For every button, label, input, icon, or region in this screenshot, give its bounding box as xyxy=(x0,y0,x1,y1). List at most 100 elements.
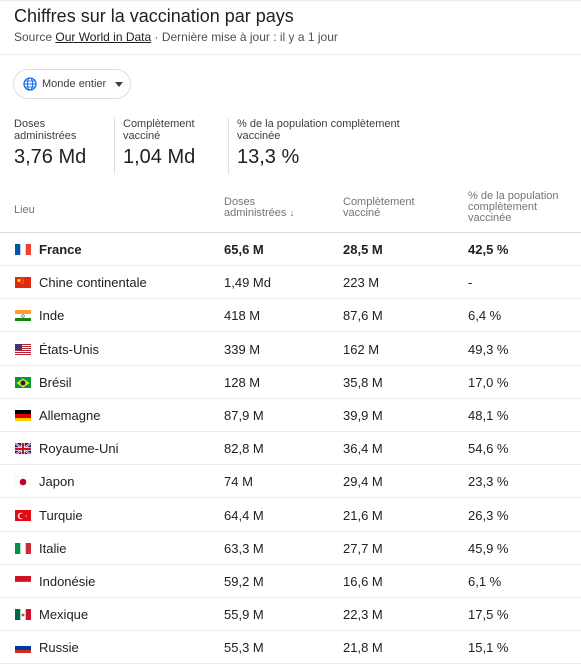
sort-down-icon: ↓ xyxy=(289,208,295,219)
flag-de-icon xyxy=(15,409,31,421)
row-divider xyxy=(0,497,581,499)
flag-id-icon xyxy=(15,575,31,587)
full-vaccinated-value: 223 M xyxy=(343,275,380,291)
table-row[interactable]: Allemagne 87,9 M 39,9 M 48,1 % xyxy=(0,399,581,432)
doses-value: 418 M xyxy=(224,308,261,324)
stat-doses-label: Doses administrées xyxy=(14,118,77,142)
page-title: Chiffres sur la vaccination par pays xyxy=(14,6,294,26)
row-divider xyxy=(0,431,581,432)
country-name: France xyxy=(39,242,82,257)
full-vaccinated-value: 21,8 M xyxy=(343,640,383,656)
update-text: · Dernière mise à jour : il y a 1 jour xyxy=(151,30,338,44)
flag-jp-icon xyxy=(15,475,31,488)
table-row[interactable]: Japon 74 M 29,4 M 23,3 % xyxy=(0,465,581,499)
table-row[interactable]: Italie 63,3 M 27,7 M 45,9 % xyxy=(0,532,581,565)
source-link[interactable]: Our World in Data xyxy=(55,30,152,44)
percent-value: 6,1 % xyxy=(468,574,502,589)
percent-value: 23,3 % xyxy=(468,474,509,490)
stat-doses-value: 3,76 Md xyxy=(14,146,87,168)
percent-value: 54,6 % xyxy=(468,441,509,457)
country-name: Italie xyxy=(39,540,67,556)
doses-value: 59,2 M xyxy=(224,574,264,589)
row-divider xyxy=(0,298,581,300)
row-divider xyxy=(0,464,581,466)
stat-pct-value: 13,3 % xyxy=(237,146,300,168)
country-name: Russie xyxy=(39,640,79,656)
country-name: Indonésie xyxy=(39,574,96,589)
full-vaccinated-value: 36,4 M xyxy=(343,441,383,457)
row-divider xyxy=(0,597,581,598)
source-line: Source Our World in Data · Dernière mise… xyxy=(14,30,338,44)
country-name: Royaume-Uni xyxy=(39,441,119,457)
full-vaccinated-value: 35,8 M xyxy=(343,374,383,390)
country-name: Inde xyxy=(39,308,65,324)
column-header-pct[interactable]: % de la population complètement vaccinée xyxy=(468,190,559,224)
doses-value: 64,4 M xyxy=(224,507,264,523)
table-row[interactable]: Russie 55,3 M 21,8 M 15,1 % xyxy=(0,631,581,665)
full-vaccinated-value: 28,5 M xyxy=(343,242,383,257)
divider xyxy=(0,54,581,55)
row-divider xyxy=(0,663,581,665)
table-row[interactable]: Brésil 128 M 35,8 M 17,0 % xyxy=(0,366,581,399)
doses-value: 128 M xyxy=(224,374,261,390)
doses-value: 65,6 M xyxy=(224,242,264,257)
table-row[interactable]: Inde 418 M 87,6 M 6,4 % xyxy=(0,299,581,333)
column-header-doses[interactable]: Doses administrées ↓ xyxy=(224,196,299,220)
row-divider xyxy=(0,630,581,632)
header-divider xyxy=(0,232,581,233)
stat-full-label: Complètement vacciné xyxy=(123,118,195,142)
country-name: Japon xyxy=(39,474,75,490)
doses-value: 339 M xyxy=(224,341,261,357)
percent-value: 48,1 % xyxy=(468,408,509,423)
table-row[interactable]: Indonésie 59,2 M 16,6 M 6,1 % xyxy=(0,565,581,598)
stat-pct-label: % de la population complètement vaccinée xyxy=(237,118,400,142)
flag-br-icon xyxy=(15,376,31,388)
stat-doses: Doses administrées 3,76 Md xyxy=(14,118,94,169)
globe-icon xyxy=(23,77,37,91)
column-header-full[interactable]: Complètement vacciné xyxy=(343,196,415,219)
country-name: États-Unis xyxy=(39,341,99,357)
region-selector-button[interactable]: Monde entier xyxy=(13,69,131,99)
full-vaccinated-value: 27,7 M xyxy=(343,540,383,556)
row-divider xyxy=(0,331,581,333)
doses-value: 63,3 M xyxy=(224,540,264,556)
table-row[interactable]: Turquie 64,4 M 21,6 M 26,3 % xyxy=(0,499,581,532)
percent-value: 45,9 % xyxy=(468,540,509,556)
flag-cn-icon xyxy=(15,276,31,289)
full-vaccinated-value: 87,6 M xyxy=(343,308,383,324)
table-row[interactable]: Royaume-Uni 82,8 M 36,4 M 54,6 % xyxy=(0,432,581,466)
doses-value: 55,3 M xyxy=(224,640,264,656)
percent-value: 6,4 % xyxy=(468,308,502,324)
full-vaccinated-value: 16,6 M xyxy=(343,574,383,589)
percent-value: 17,5 % xyxy=(468,607,509,623)
flag-fr-icon xyxy=(15,243,31,255)
percent-value: - xyxy=(468,275,473,291)
stat-divider xyxy=(228,118,229,174)
table-row[interactable]: Chine continentale 1,49 Md 223 M - xyxy=(0,266,581,300)
column-header-doses-label: Doses administrées xyxy=(224,196,287,219)
row-divider xyxy=(0,364,581,366)
source-prefix: Source xyxy=(14,30,56,44)
country-name: Chine continentale xyxy=(39,275,147,291)
percent-value: 15,1 % xyxy=(468,640,509,656)
row-divider xyxy=(0,397,581,399)
country-name: Turquie xyxy=(39,507,83,523)
flag-in-icon xyxy=(15,309,31,322)
full-vaccinated-value: 29,4 M xyxy=(343,474,383,490)
row-divider xyxy=(0,563,581,565)
flag-tr-icon xyxy=(15,509,31,521)
column-header-place[interactable]: Lieu xyxy=(14,204,35,216)
table-row[interactable]: États-Unis 339 M 162 M 49,3 % xyxy=(0,333,581,366)
flag-gb-icon xyxy=(15,442,31,455)
doses-value: 55,9 M xyxy=(224,607,264,623)
percent-value: 49,3 % xyxy=(468,341,509,357)
percent-value: 17,0 % xyxy=(468,374,509,390)
table-row[interactable]: Mexique 55,9 M 22,3 M 17,5 % xyxy=(0,598,581,632)
row-divider xyxy=(0,265,581,266)
chevron-down-icon xyxy=(115,81,124,87)
table-row[interactable]: France 65,6 M 28,5 M 42,5 % xyxy=(0,233,581,266)
percent-value: 26,3 % xyxy=(468,507,509,523)
full-vaccinated-value: 21,6 M xyxy=(343,507,383,523)
flag-ru-icon xyxy=(15,641,31,654)
full-vaccinated-value: 22,3 M xyxy=(343,607,383,623)
